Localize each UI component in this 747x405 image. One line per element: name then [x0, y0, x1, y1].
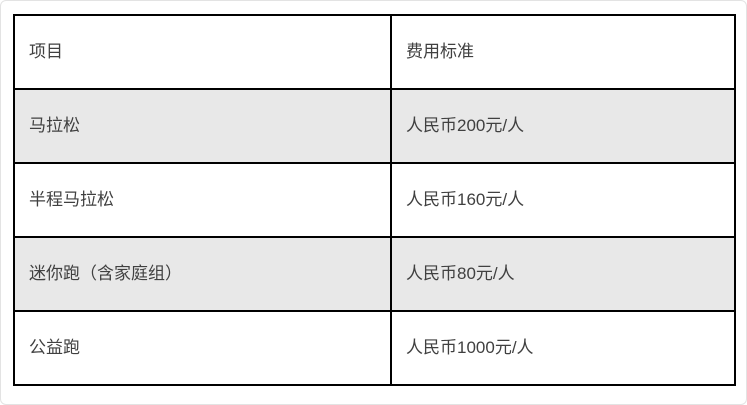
cell-item: 公益跑	[13, 310, 392, 386]
table-row: 马拉松 人民币200元/人	[13, 88, 736, 164]
cell-fee: 人民币160元/人	[390, 162, 736, 238]
fee-table: 项目 费用标准 马拉松 人民币200元/人 半程马拉松 人民币160元/人 迷你…	[13, 14, 736, 386]
header-cell-item: 项目	[13, 14, 392, 90]
table-row: 迷你跑（含家庭组） 人民币80元/人	[13, 236, 736, 312]
cell-fee: 人民币200元/人	[390, 88, 736, 164]
cell-fee: 人民币1000元/人	[390, 310, 736, 386]
table-header-row: 项目 费用标准	[13, 14, 736, 90]
table-row: 半程马拉松 人民币160元/人	[13, 162, 736, 238]
header-cell-fee: 费用标准	[390, 14, 736, 90]
cell-fee: 人民币80元/人	[390, 236, 736, 312]
cell-item: 半程马拉松	[13, 162, 392, 238]
table-row: 公益跑 人民币1000元/人	[13, 310, 736, 386]
cell-item: 迷你跑（含家庭组）	[13, 236, 392, 312]
cell-item: 马拉松	[13, 88, 392, 164]
